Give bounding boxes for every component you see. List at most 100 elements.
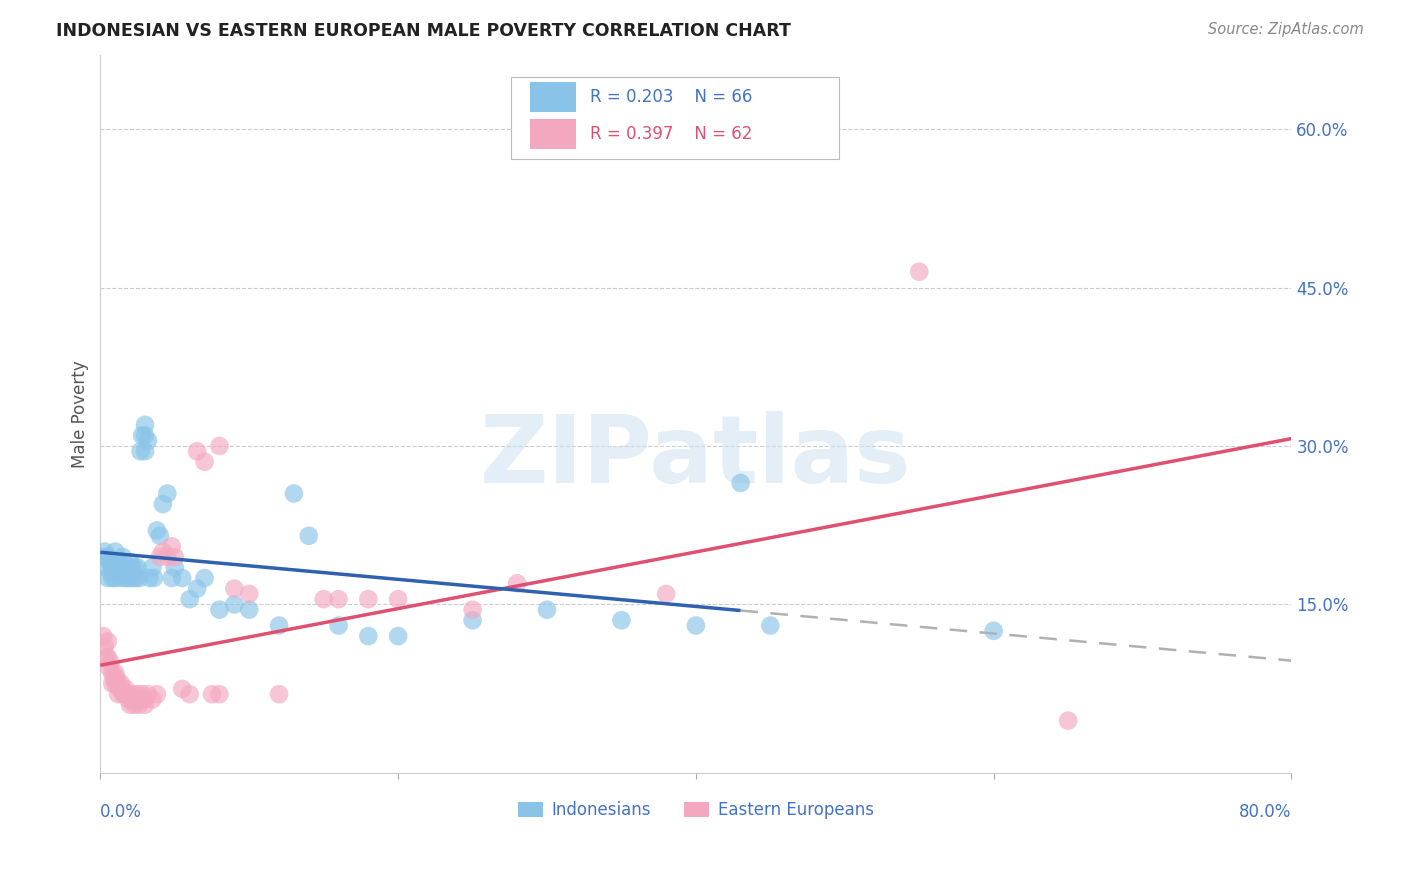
Point (120, 687, 142, 701)
Point (120, 555, 142, 569)
Point (129, 692, 152, 706)
Point (298, 529, 321, 543)
Point (387, 592, 409, 607)
Point (328, 618, 350, 632)
Point (186, 582, 208, 596)
FancyBboxPatch shape (512, 77, 839, 160)
Text: 80.0%: 80.0% (1239, 803, 1292, 821)
Point (91, 549, 114, 564)
FancyBboxPatch shape (530, 120, 575, 149)
Point (238, 587, 260, 601)
Point (105, 671, 128, 685)
Point (125, 571, 148, 585)
Point (224, 598, 246, 612)
Point (120, 571, 142, 585)
Point (111, 549, 134, 564)
Point (124, 560, 146, 574)
Y-axis label: Male Poverty: Male Poverty (72, 360, 89, 468)
Point (100, 566, 122, 580)
Point (114, 560, 136, 574)
Legend: Indonesians, Eastern Europeans: Indonesians, Eastern Europeans (512, 795, 880, 826)
Point (111, 687, 134, 701)
Point (97, 549, 120, 564)
Point (685, 618, 707, 632)
Point (103, 555, 125, 569)
Point (506, 576, 529, 591)
Point (111, 560, 134, 574)
Point (94, 640, 117, 654)
Point (461, 613, 484, 627)
Point (134, 444, 156, 458)
Point (194, 571, 217, 585)
Point (136, 687, 159, 701)
Point (124, 698, 146, 712)
Point (108, 571, 131, 585)
Point (110, 566, 132, 580)
Point (97, 634, 120, 648)
Point (149, 549, 172, 564)
Point (104, 666, 127, 681)
Point (122, 571, 145, 585)
Point (115, 571, 138, 585)
Point (101, 560, 124, 574)
Point (655, 587, 678, 601)
Point (186, 444, 208, 458)
Point (127, 687, 149, 701)
Point (138, 571, 160, 585)
Point (1057, 714, 1080, 728)
FancyBboxPatch shape (530, 82, 575, 112)
Point (100, 656, 122, 670)
Point (179, 687, 201, 701)
Point (160, 571, 183, 585)
Point (163, 560, 186, 574)
Point (105, 566, 128, 580)
Point (172, 571, 194, 585)
Point (131, 687, 153, 701)
Point (172, 681, 194, 696)
Text: R = 0.397    N = 62: R = 0.397 N = 62 (591, 125, 752, 144)
Point (115, 687, 138, 701)
Point (108, 681, 131, 696)
Point (97, 650, 120, 665)
Point (128, 571, 150, 585)
Point (108, 560, 131, 574)
Point (111, 681, 134, 696)
Point (179, 592, 201, 607)
Point (125, 692, 148, 706)
Point (112, 687, 135, 701)
Point (117, 692, 139, 706)
Point (97, 571, 120, 585)
Point (208, 603, 231, 617)
Text: INDONESIAN VS EASTERN EUROPEAN MALE POVERTY CORRELATION CHART: INDONESIAN VS EASTERN EUROPEAN MALE POVE… (56, 22, 792, 40)
Point (98, 661, 121, 675)
Point (224, 582, 246, 596)
Point (146, 687, 169, 701)
Point (101, 571, 124, 585)
Point (983, 624, 1005, 638)
Point (107, 676, 129, 690)
Point (122, 687, 145, 701)
Point (357, 629, 380, 643)
Point (121, 560, 143, 574)
Text: 0.0%: 0.0% (100, 803, 142, 821)
Point (103, 671, 125, 685)
Point (94, 544, 117, 558)
Point (536, 603, 558, 617)
Point (759, 618, 782, 632)
Point (908, 265, 931, 279)
Point (163, 549, 186, 564)
Point (134, 428, 156, 442)
Point (146, 524, 169, 538)
Point (114, 681, 136, 696)
Point (112, 571, 135, 585)
Point (104, 676, 127, 690)
Text: ZIPatlas: ZIPatlas (481, 411, 911, 503)
Point (134, 692, 156, 706)
Point (152, 497, 174, 511)
Point (156, 486, 179, 500)
Text: Source: ZipAtlas.com: Source: ZipAtlas.com (1208, 22, 1364, 37)
Point (156, 549, 179, 564)
Point (267, 618, 290, 632)
Point (328, 592, 350, 607)
Point (201, 687, 224, 701)
